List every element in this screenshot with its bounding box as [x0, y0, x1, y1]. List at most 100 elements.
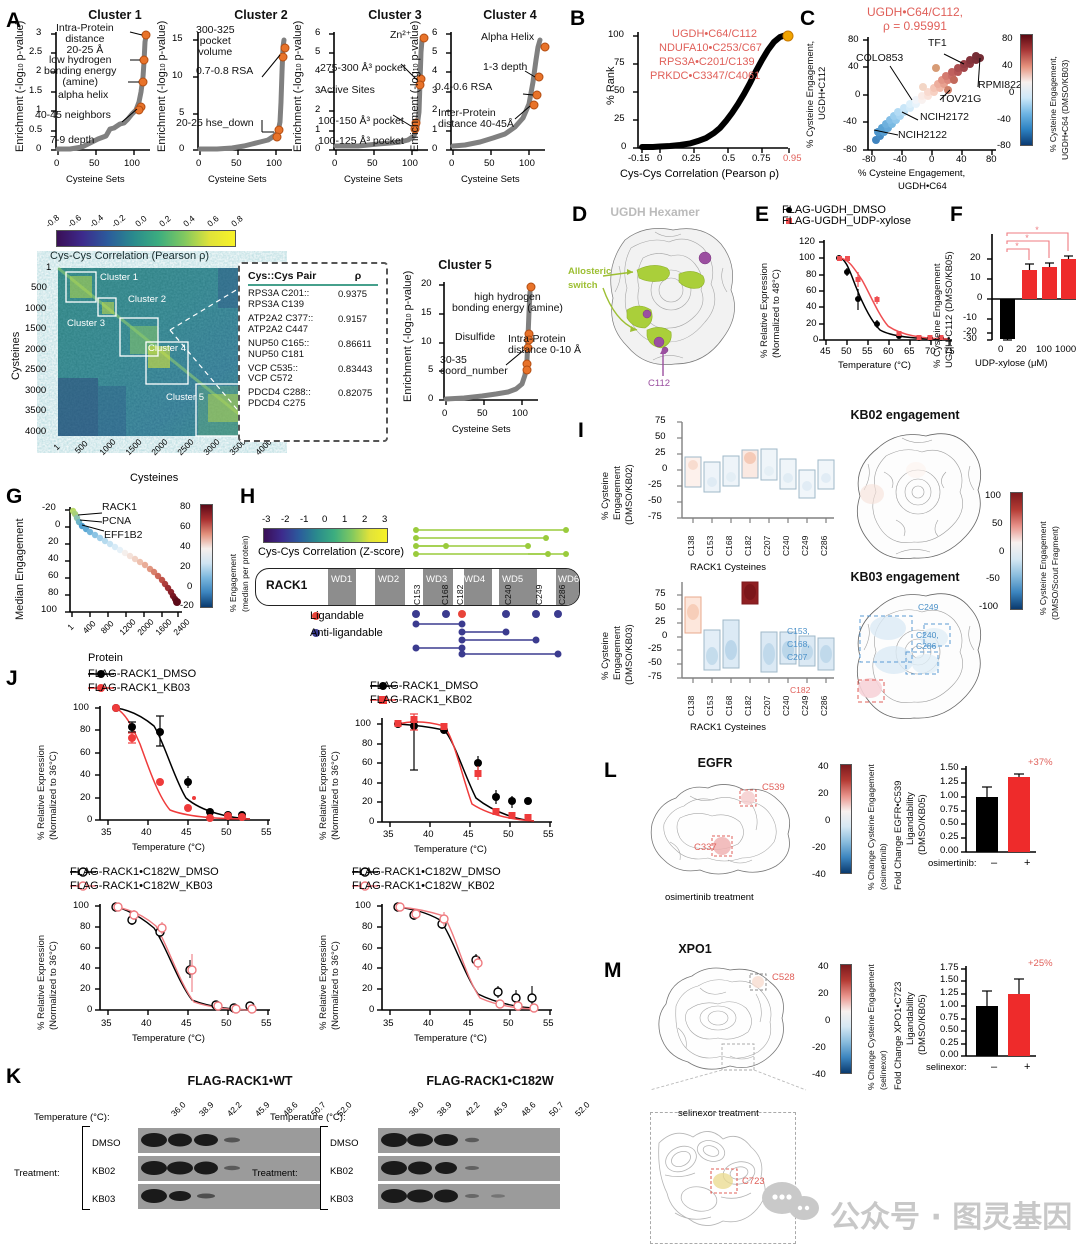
panelJ-legend-1: FLAG-RACK1_DMSO FLAG-RACK1_KB03: [88, 668, 196, 694]
panelG-cb-label: % Engagement: [228, 553, 238, 612]
temp-tick: 52.0: [572, 1099, 592, 1119]
panelJ1-xlabel: Temperature (°C): [132, 842, 205, 853]
panelG-cb-label2: (median per protein): [240, 535, 250, 612]
panelK-blot2-treatment-label: Treatment:: [252, 1168, 298, 1179]
cluster1-ytick: 2.5: [29, 46, 43, 57]
panelJ2-xtick: 45: [463, 829, 474, 840]
panelJ2-ylabel2: (Normalized to 36°C): [330, 751, 341, 840]
panelL-bar-xlabel: osimertinib:: [928, 858, 977, 869]
panelI-kb02-ytick: -25: [648, 479, 662, 490]
panel-label-E: E: [755, 203, 770, 226]
panelM-bar-xlabel: selinexor:: [926, 1062, 967, 1073]
panelF-ytick: -20: [963, 326, 977, 337]
panelL-delta: +37%: [1028, 757, 1053, 768]
panelI-kb02-ytick: 50: [655, 431, 666, 442]
hm-ytick: 3500: [25, 405, 47, 416]
hm-cb-tick: -0.6: [65, 212, 84, 230]
panelD-allosteric-label: Allosteric: [568, 266, 612, 277]
panelJ1-ylabel: % Relative Expression: [36, 744, 47, 840]
panelG-ytick: -20: [42, 502, 56, 513]
panelJ-legend-item: FLAG-RACK1_KB03: [88, 682, 191, 694]
panelM-struct-label-zoom: C723: [742, 1176, 765, 1187]
panelE-ytick: 100: [799, 252, 815, 263]
panelC-xlabel: % Cysteine Engagement,: [858, 168, 966, 179]
panelL-struct-label: C337: [694, 842, 717, 853]
panelC-ylabel: % Cysteine Engagement,: [805, 40, 816, 148]
panelE-ytick: 40: [806, 301, 817, 312]
panelL-bar-xtick: +: [1024, 857, 1031, 869]
panelK-blot2-row-name: DMSO: [330, 1138, 359, 1149]
panelC-cellline-label: TF1: [928, 37, 947, 49]
panelE-ylabel: % Relative Expression: [759, 262, 770, 358]
cluster1-ytick: 1.5: [29, 85, 43, 96]
zscore-tick: -2: [281, 514, 290, 525]
panel-label-B: B: [570, 7, 586, 30]
cluster4-annotation: 1-3 depth: [483, 61, 528, 73]
cluster4-ytick: 5: [432, 46, 438, 57]
panelL-bar-ylabel: Fold Change EGFR•C539: [893, 780, 904, 890]
panelJ3-xtick: 45: [181, 1018, 192, 1029]
cluster1-ylabel: Enrichment (-log10 p-value): [14, 20, 26, 152]
panelJ2-ytick: 80: [362, 738, 373, 749]
rho-cell: 0.86611: [338, 338, 372, 350]
panelG-chart: [30, 502, 190, 630]
panelI-kb02-ytick: -75: [648, 511, 662, 522]
table-row: PDCD4 C288:: PDCD4 C275 0.82075: [248, 387, 378, 410]
hm-ytick: 1500: [25, 323, 47, 334]
hm-ytick: 4000: [25, 426, 47, 437]
cluster4-chart: [405, 22, 555, 187]
cluster2-ytick: 0: [179, 143, 185, 154]
pair-cell: ATP2A2 C377:: ATP2A2 C447: [248, 312, 314, 335]
panelB-annotation: UGDH•C64/C112: [672, 28, 757, 40]
panelI-kb03-ytick: 25: [655, 616, 666, 627]
rho-cell: 0.9157: [338, 313, 368, 325]
hm-cb-tick: 0.6: [205, 213, 221, 229]
panelC-colorbar-label: % Cysteine Engagement,: [1048, 56, 1058, 152]
panelG-annotation: EFF1B2: [104, 529, 143, 541]
panelL-cb-tick: 20: [818, 788, 829, 799]
panelH-legend-item: Ligandable: [310, 610, 364, 622]
panelJ1-xtick: 35: [101, 827, 112, 838]
panelM-bar-ytick: 1.25: [940, 987, 959, 998]
cluster4-ylabel: Enrichment (-log10 p-value): [409, 20, 421, 152]
panelL-title: EGFR: [697, 756, 733, 770]
table-row: RPS3A C201:: RPS3A C139 0.9375: [248, 288, 378, 311]
panelM-cb-tick: 40: [818, 961, 829, 972]
panelE-legend: FLAG-UGDH_DMSO FLAG-UGDH_UDP-xylose: [782, 204, 911, 227]
panel-label-A: A: [6, 9, 22, 32]
cys-tick: C240: [781, 695, 791, 716]
panelI-kb02-ylabel2: Engagement: [612, 466, 623, 520]
panelH-domain: WD3: [426, 574, 448, 585]
cluster3-xtick: 0: [332, 158, 338, 169]
cys-tick: C168: [724, 695, 734, 716]
panelJ2-xtick: 35: [383, 829, 394, 840]
panelM-bar-ytick: 0.75: [940, 1012, 959, 1023]
panelJ1-xtick: 55: [261, 827, 272, 838]
pair-cell: RPS3A C201:: RPS3A C139: [248, 288, 310, 310]
cys-tick: C182: [743, 695, 753, 716]
panelJ4-xtick: 40: [423, 1018, 434, 1029]
panelI-struct-label: C249: [918, 602, 939, 612]
panelM-cb-label2: (selinexor): [878, 1050, 888, 1090]
panelB-xtick-highlight: 0.95: [783, 153, 802, 164]
panelF-ytick: 20: [970, 252, 981, 263]
panelJ1-ytick: 80: [80, 724, 91, 735]
panelI-kb02-ytick: -50: [648, 495, 662, 506]
cluster2-annotation: 300-325 pocket volume: [196, 24, 235, 59]
panelK-blot2-title: FLAG-RACK1•C182W: [426, 1074, 554, 1088]
cluster3-ytick: 4: [315, 65, 321, 76]
panelB-ytick: 0: [621, 141, 627, 152]
panelJ3-ytick: 100: [73, 900, 89, 911]
cluster4-title: Cluster 4: [483, 8, 537, 22]
cys-tick: C138: [686, 535, 696, 556]
cluster1-annotation: alpha helix: [58, 89, 109, 101]
cys-tick: C153: [705, 695, 715, 716]
panelI-kb03-ytick: 50: [655, 602, 666, 613]
panelI-kb02-structure: [838, 420, 998, 570]
panelL-cb-tick: -20: [812, 842, 826, 853]
panelC-xtick: -80: [862, 154, 876, 165]
cluster5-ytick: 20: [421, 278, 432, 289]
panelJ3-xlabel: Temperature (°C): [132, 1033, 205, 1044]
cluster1-xtick: 50: [89, 158, 100, 169]
panelI-struct-label: C286: [916, 641, 937, 651]
